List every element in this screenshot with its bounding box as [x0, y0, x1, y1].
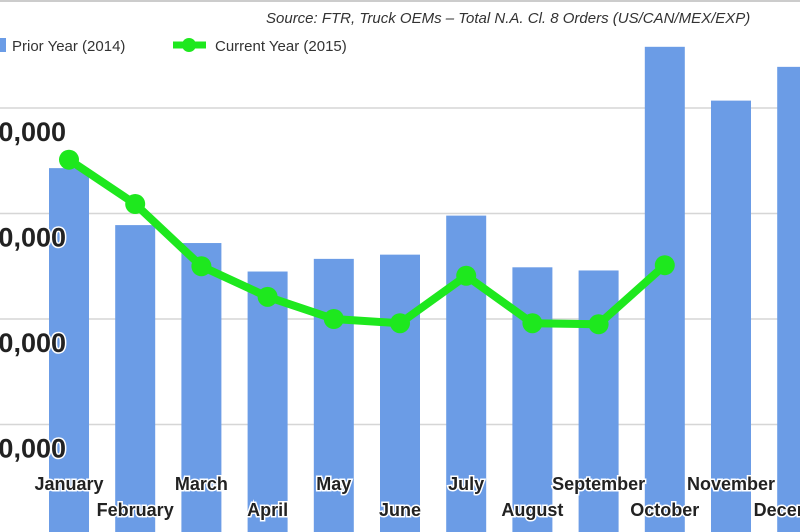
y-tick-label: 10,000	[0, 434, 66, 464]
legend-swatch-prior	[0, 38, 6, 52]
x-tick-label: November	[687, 474, 775, 494]
bar-december	[777, 66, 800, 532]
x-tick-label: September	[552, 474, 645, 494]
x-tick-label: June	[379, 500, 421, 520]
point-august	[522, 313, 543, 334]
point-september	[588, 314, 609, 335]
point-may	[323, 309, 344, 329]
x-tick-label: May	[316, 474, 351, 494]
y-tick-label: 20,000	[0, 328, 66, 358]
legend-marker-current	[182, 38, 196, 52]
x-tick-label: August	[501, 500, 563, 520]
x-tick-label: October	[630, 500, 699, 520]
x-tick-label: March	[175, 474, 228, 494]
source-note: Source: FTR, Truck OEMs – Total N.A. Cl.…	[266, 10, 750, 27]
y-tick-label: 40,000	[0, 117, 66, 147]
point-january	[59, 149, 79, 170]
line-current-year	[66, 156, 668, 329]
bar-august	[512, 267, 553, 532]
bar-january	[49, 168, 89, 532]
bar-april	[247, 271, 288, 532]
x-tick-label: July	[448, 474, 484, 494]
bar-february	[115, 225, 156, 532]
point-october	[654, 255, 675, 276]
point-april	[257, 286, 278, 307]
bar-may	[313, 258, 354, 532]
point-july	[456, 265, 477, 286]
point-march	[191, 256, 212, 277]
bar-june	[380, 254, 420, 532]
x-tick-label: February	[97, 500, 174, 520]
bar-october	[644, 46, 685, 532]
y-tick-label: 30,000	[0, 223, 66, 253]
x-tick-label: April	[247, 500, 288, 520]
bar-march	[181, 243, 222, 532]
x-tick-label: January	[34, 474, 103, 494]
legend-label-prior: Prior Year (2014)	[12, 38, 125, 55]
legend: Prior Year (2014) Current Year (2015)	[0, 38, 347, 55]
legend-label-current: Current Year (2015)	[215, 38, 347, 55]
point-february	[125, 194, 146, 215]
bar-november	[711, 100, 751, 532]
x-tick-label: December	[754, 500, 800, 520]
point-june	[390, 313, 410, 334]
